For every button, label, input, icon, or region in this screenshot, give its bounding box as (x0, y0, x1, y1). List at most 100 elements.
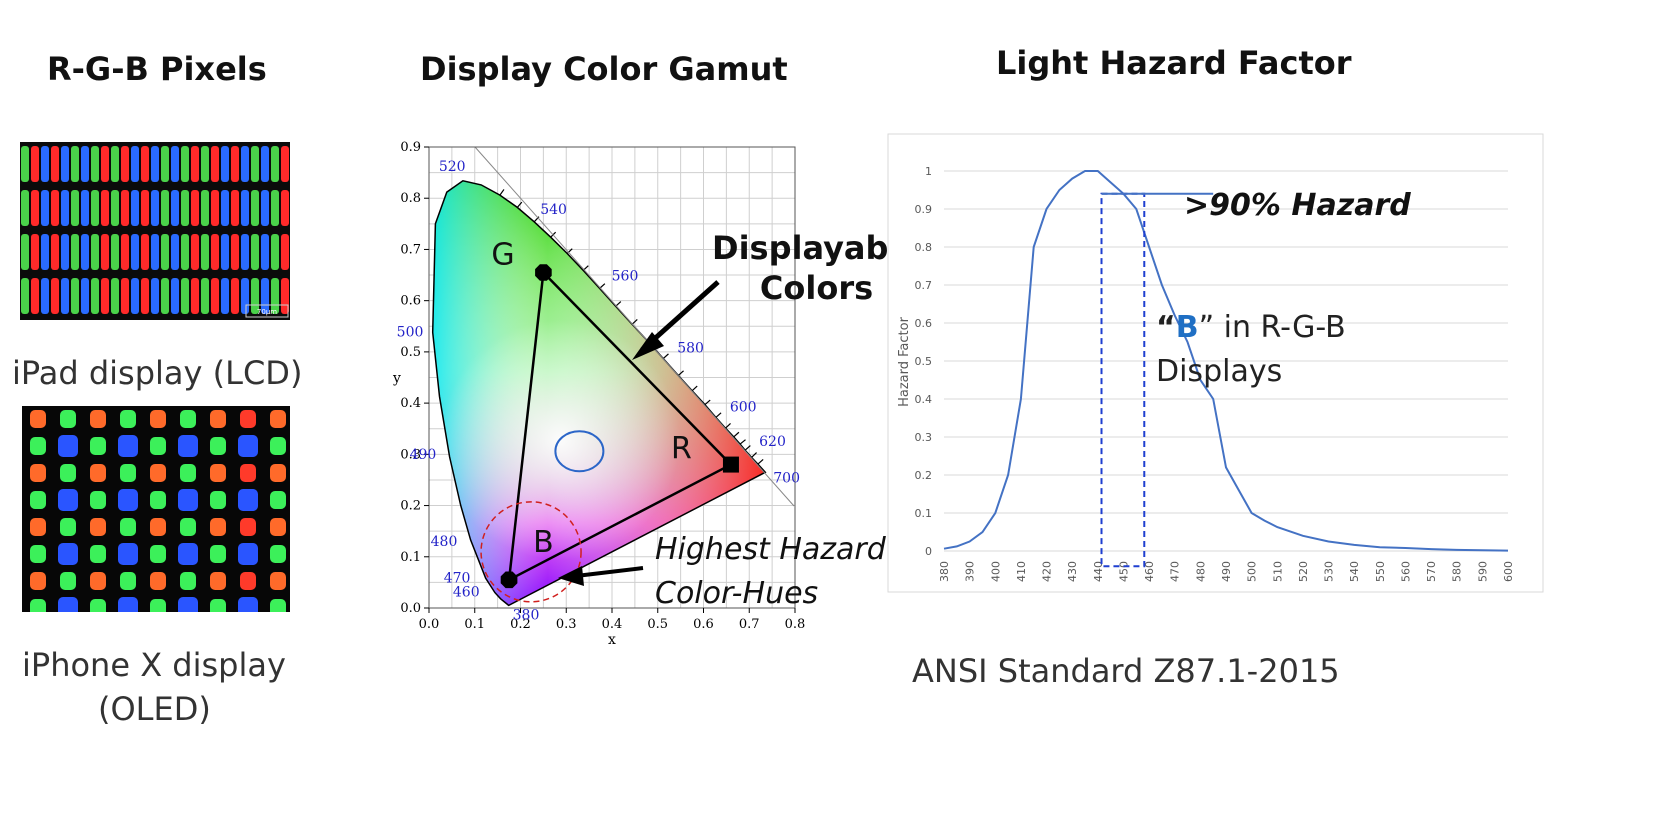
oled-subpixel (180, 572, 196, 590)
lcd-subpixel (81, 146, 89, 182)
displayable-arrowhead (632, 332, 664, 360)
x-axis-label: x (608, 632, 616, 648)
lcd-subpixel (171, 234, 179, 270)
locus-tick (744, 445, 751, 451)
oled-subpixel (150, 545, 166, 563)
hazard-y-tick-label: 1 (925, 165, 932, 178)
vertex-label-g: G (491, 237, 514, 272)
lcd-subpixel (261, 234, 269, 270)
oled-subpixel (210, 572, 226, 590)
oled-subpixel (90, 572, 106, 590)
hazard-y-tick-label: 0 (925, 545, 932, 558)
oled-subpixel (30, 464, 46, 482)
lcd-subpixel (21, 190, 29, 226)
oled-subpixel (120, 464, 136, 482)
lcd-subpixel (251, 146, 259, 182)
highest-hazard-label: Highest Hazard Color-Hues (655, 528, 886, 616)
gamut-triangle (507, 269, 734, 583)
oled-subpixel (30, 518, 46, 536)
lcd-subpixel (211, 146, 219, 182)
oled-subpixel (270, 464, 286, 482)
lcd-subpixel (201, 146, 209, 182)
lcd-subpixel (151, 278, 159, 314)
oled-subpixel (118, 543, 138, 565)
lcd-subpixel (181, 190, 189, 226)
oled-subpixel (150, 491, 166, 509)
lcd-subpixel-grid: 70µm (20, 142, 290, 320)
hazard-y-tick-label: 0.3 (915, 431, 933, 444)
lcd-subpixel (251, 190, 259, 226)
oled-subpixel (270, 491, 286, 509)
lcd-subpixel (51, 190, 59, 226)
hazard-factor-chart: 0 0.1 0.2 0.3 0.4 0.5 0.6 0.7 0.8 0.9 1 380 390 400 4… (887, 133, 1544, 593)
b-in-rgb-line2: Displays (1156, 354, 1283, 389)
x-tick-label: 0.0 (419, 617, 440, 632)
hazard-curve (943, 170, 1509, 552)
spectral-locus (431, 179, 767, 607)
light-hazard-title: Light Hazard Factor (996, 44, 1352, 82)
locus-tick (662, 353, 669, 359)
lcd-subpixel (271, 190, 279, 226)
lcd-subpixel (191, 234, 199, 270)
lcd-subpixel (51, 146, 59, 182)
lcd-subpixel (111, 234, 119, 270)
oled-subpixel (210, 464, 226, 482)
oled-subpixel (270, 410, 286, 428)
oled-pixel-image (22, 406, 290, 612)
x-tick-label: 0.6 (693, 617, 714, 632)
lcd-subpixel (141, 234, 149, 270)
oled-subpixel (90, 518, 106, 536)
oled-subpixel (120, 572, 136, 590)
oled-subpixel (30, 572, 46, 590)
hazard-x-tick-label: 600 (1502, 561, 1515, 582)
lcd-subpixel (271, 146, 279, 182)
wavelength-label-520: 520 (439, 159, 466, 175)
lcd-subpixel (91, 234, 99, 270)
oled-subpixel (180, 464, 196, 482)
y-tick-label: 0.7 (400, 242, 421, 257)
hazard-y-axis-label: Hazard Factor (897, 316, 912, 406)
hazard-y-tick-label: 0.1 (915, 507, 933, 520)
lcd-subpixel (101, 278, 109, 314)
oled-subpixel (30, 599, 46, 612)
lcd-subpixel (241, 234, 249, 270)
lcd-subpixel (71, 190, 79, 226)
lcd-subpixel (91, 278, 99, 314)
hazard-y-tick-label: 0.4 (915, 393, 933, 406)
oled-subpixel (30, 410, 46, 428)
lcd-subpixel (131, 190, 139, 226)
oled-subpixel (270, 518, 286, 536)
lcd-subpixel (81, 190, 89, 226)
oled-subpixel (58, 543, 78, 565)
x-tick-label: 0.7 (739, 617, 760, 632)
diagonal-line (474, 146, 795, 507)
cie-axes: 0.0 0.1 0.2 0.3 0.4 0.5 0.6 0.7 0.8 0.0 0.1 0.2 0.3 0… (392, 140, 805, 648)
y-tick-label: 0.9 (400, 140, 421, 155)
lcd-subpixel (251, 234, 259, 270)
wavelength-label-460: 460 (453, 585, 480, 601)
lcd-subpixel (201, 278, 209, 314)
oled-subpixel (58, 597, 78, 612)
oled-subpixel (180, 518, 196, 536)
hazard-x-tick-label: 470 (1169, 561, 1182, 582)
hazard-y-ticks: 0 0.1 0.2 0.3 0.4 0.5 0.6 0.7 0.8 0.9 1 (915, 165, 933, 558)
hazard-x-tick-label: 590 (1476, 561, 1489, 582)
locus-tick (499, 189, 505, 196)
oled-subpixel (210, 545, 226, 563)
x-tick-label: 0.1 (464, 617, 485, 632)
oled-subpixel (120, 410, 136, 428)
lcd-subpixel (211, 234, 219, 270)
y-tick-label: 0.5 (400, 345, 421, 360)
lcd-subpixel (41, 146, 49, 182)
lcd-subpixel (151, 234, 159, 270)
oled-subpixel (118, 435, 138, 457)
hazard-x-tick-label: 540 (1348, 561, 1361, 582)
oled-subpixel (60, 518, 76, 536)
oled-subpixel (90, 464, 106, 482)
oled-subpixel (118, 489, 138, 511)
hazard-x-tick-label: 480 (1194, 561, 1207, 582)
lcd-subpixel (201, 234, 209, 270)
hazard-y-tick-label: 0.2 (915, 469, 933, 482)
lcd-subpixel (121, 278, 129, 314)
